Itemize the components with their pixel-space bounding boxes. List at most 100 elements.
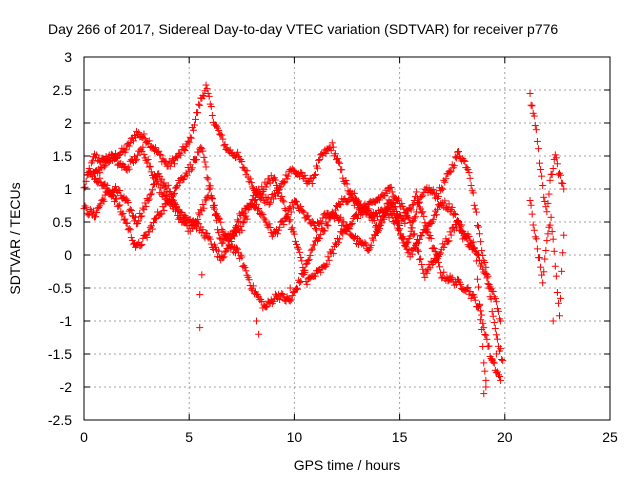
data-point bbox=[266, 223, 274, 231]
data-point bbox=[118, 211, 126, 219]
data-point bbox=[297, 253, 305, 261]
y-tick-label: -2 bbox=[60, 379, 73, 395]
data-point bbox=[401, 241, 409, 249]
data-point bbox=[534, 145, 542, 153]
x-tick-label: 15 bbox=[392, 429, 408, 445]
data-point bbox=[147, 168, 155, 176]
data-point bbox=[367, 241, 375, 249]
data-point bbox=[329, 249, 337, 257]
y-tick-label: 1 bbox=[64, 181, 72, 197]
data-point bbox=[450, 209, 458, 217]
data-point bbox=[469, 189, 477, 197]
data-point bbox=[470, 293, 478, 301]
data-point bbox=[310, 171, 318, 179]
data-point bbox=[85, 164, 93, 172]
data-point bbox=[464, 165, 472, 173]
x-tick-label: 0 bbox=[80, 429, 88, 445]
data-point bbox=[404, 213, 412, 221]
data-point bbox=[204, 89, 212, 97]
data-point bbox=[396, 221, 404, 229]
data-point bbox=[395, 220, 403, 228]
data-point bbox=[241, 264, 249, 272]
data-point bbox=[344, 198, 352, 206]
data-point bbox=[552, 272, 560, 280]
data-point bbox=[202, 163, 210, 171]
data-point bbox=[446, 207, 454, 215]
data-point bbox=[199, 226, 207, 234]
data-point bbox=[184, 137, 192, 145]
data-point bbox=[293, 284, 301, 292]
data-point bbox=[116, 201, 124, 209]
data-point bbox=[450, 162, 458, 170]
data-point bbox=[452, 224, 460, 232]
data-point bbox=[344, 224, 352, 232]
data-point bbox=[255, 330, 263, 338]
data-point bbox=[148, 225, 156, 233]
data-point bbox=[304, 212, 312, 220]
data-point bbox=[476, 301, 484, 309]
data-point bbox=[377, 221, 385, 229]
data-point bbox=[238, 253, 246, 261]
data-point bbox=[297, 202, 305, 210]
data-point bbox=[145, 195, 153, 203]
data-point bbox=[253, 317, 261, 325]
data-point bbox=[338, 166, 346, 174]
data-point bbox=[296, 248, 304, 256]
data-point bbox=[200, 204, 208, 212]
data-point bbox=[303, 259, 311, 267]
data-point bbox=[276, 185, 284, 193]
data-point bbox=[540, 268, 548, 276]
data-point bbox=[415, 247, 423, 255]
data-point bbox=[127, 206, 135, 214]
data-point bbox=[160, 206, 168, 214]
data-point bbox=[276, 223, 284, 231]
data-point bbox=[431, 256, 439, 264]
data-point bbox=[366, 211, 374, 219]
data-point bbox=[329, 143, 337, 151]
data-point bbox=[199, 147, 207, 155]
data-point bbox=[324, 253, 332, 261]
data-point bbox=[196, 324, 204, 332]
data-point bbox=[542, 246, 550, 254]
data-point bbox=[463, 164, 471, 172]
data-point bbox=[492, 331, 500, 339]
data-point bbox=[183, 171, 191, 179]
data-point bbox=[112, 183, 120, 191]
data-point bbox=[471, 205, 479, 213]
data-point bbox=[289, 203, 297, 211]
data-point bbox=[477, 307, 485, 315]
data-point bbox=[81, 202, 89, 210]
axis-ticks bbox=[83, 56, 611, 421]
x-axis-label: GPS time / hours bbox=[294, 457, 401, 473]
data-point bbox=[446, 228, 454, 236]
data-point bbox=[405, 214, 413, 222]
data-point bbox=[146, 191, 154, 199]
data-point bbox=[370, 217, 378, 225]
data-point bbox=[412, 239, 420, 247]
data-point bbox=[408, 201, 416, 209]
data-point bbox=[326, 214, 334, 222]
data-point bbox=[207, 103, 215, 111]
data-point bbox=[126, 139, 134, 147]
data-point bbox=[195, 100, 203, 108]
data-point bbox=[218, 131, 226, 139]
data-point bbox=[331, 150, 339, 158]
data-point bbox=[199, 200, 207, 208]
data-point bbox=[445, 237, 453, 245]
data-point bbox=[483, 274, 491, 282]
data-point bbox=[340, 218, 348, 226]
data-point bbox=[471, 296, 479, 304]
data-point bbox=[476, 230, 484, 238]
data-point bbox=[148, 186, 156, 194]
data-point bbox=[137, 242, 145, 250]
data-point bbox=[416, 235, 424, 243]
data-point bbox=[247, 179, 255, 187]
data-point bbox=[550, 247, 558, 255]
data-point bbox=[127, 234, 135, 242]
data-point bbox=[170, 189, 178, 197]
data-point bbox=[88, 157, 96, 165]
data-point bbox=[297, 168, 305, 176]
data-point bbox=[472, 257, 480, 265]
data-point bbox=[475, 251, 482, 259]
data-point bbox=[152, 144, 160, 152]
